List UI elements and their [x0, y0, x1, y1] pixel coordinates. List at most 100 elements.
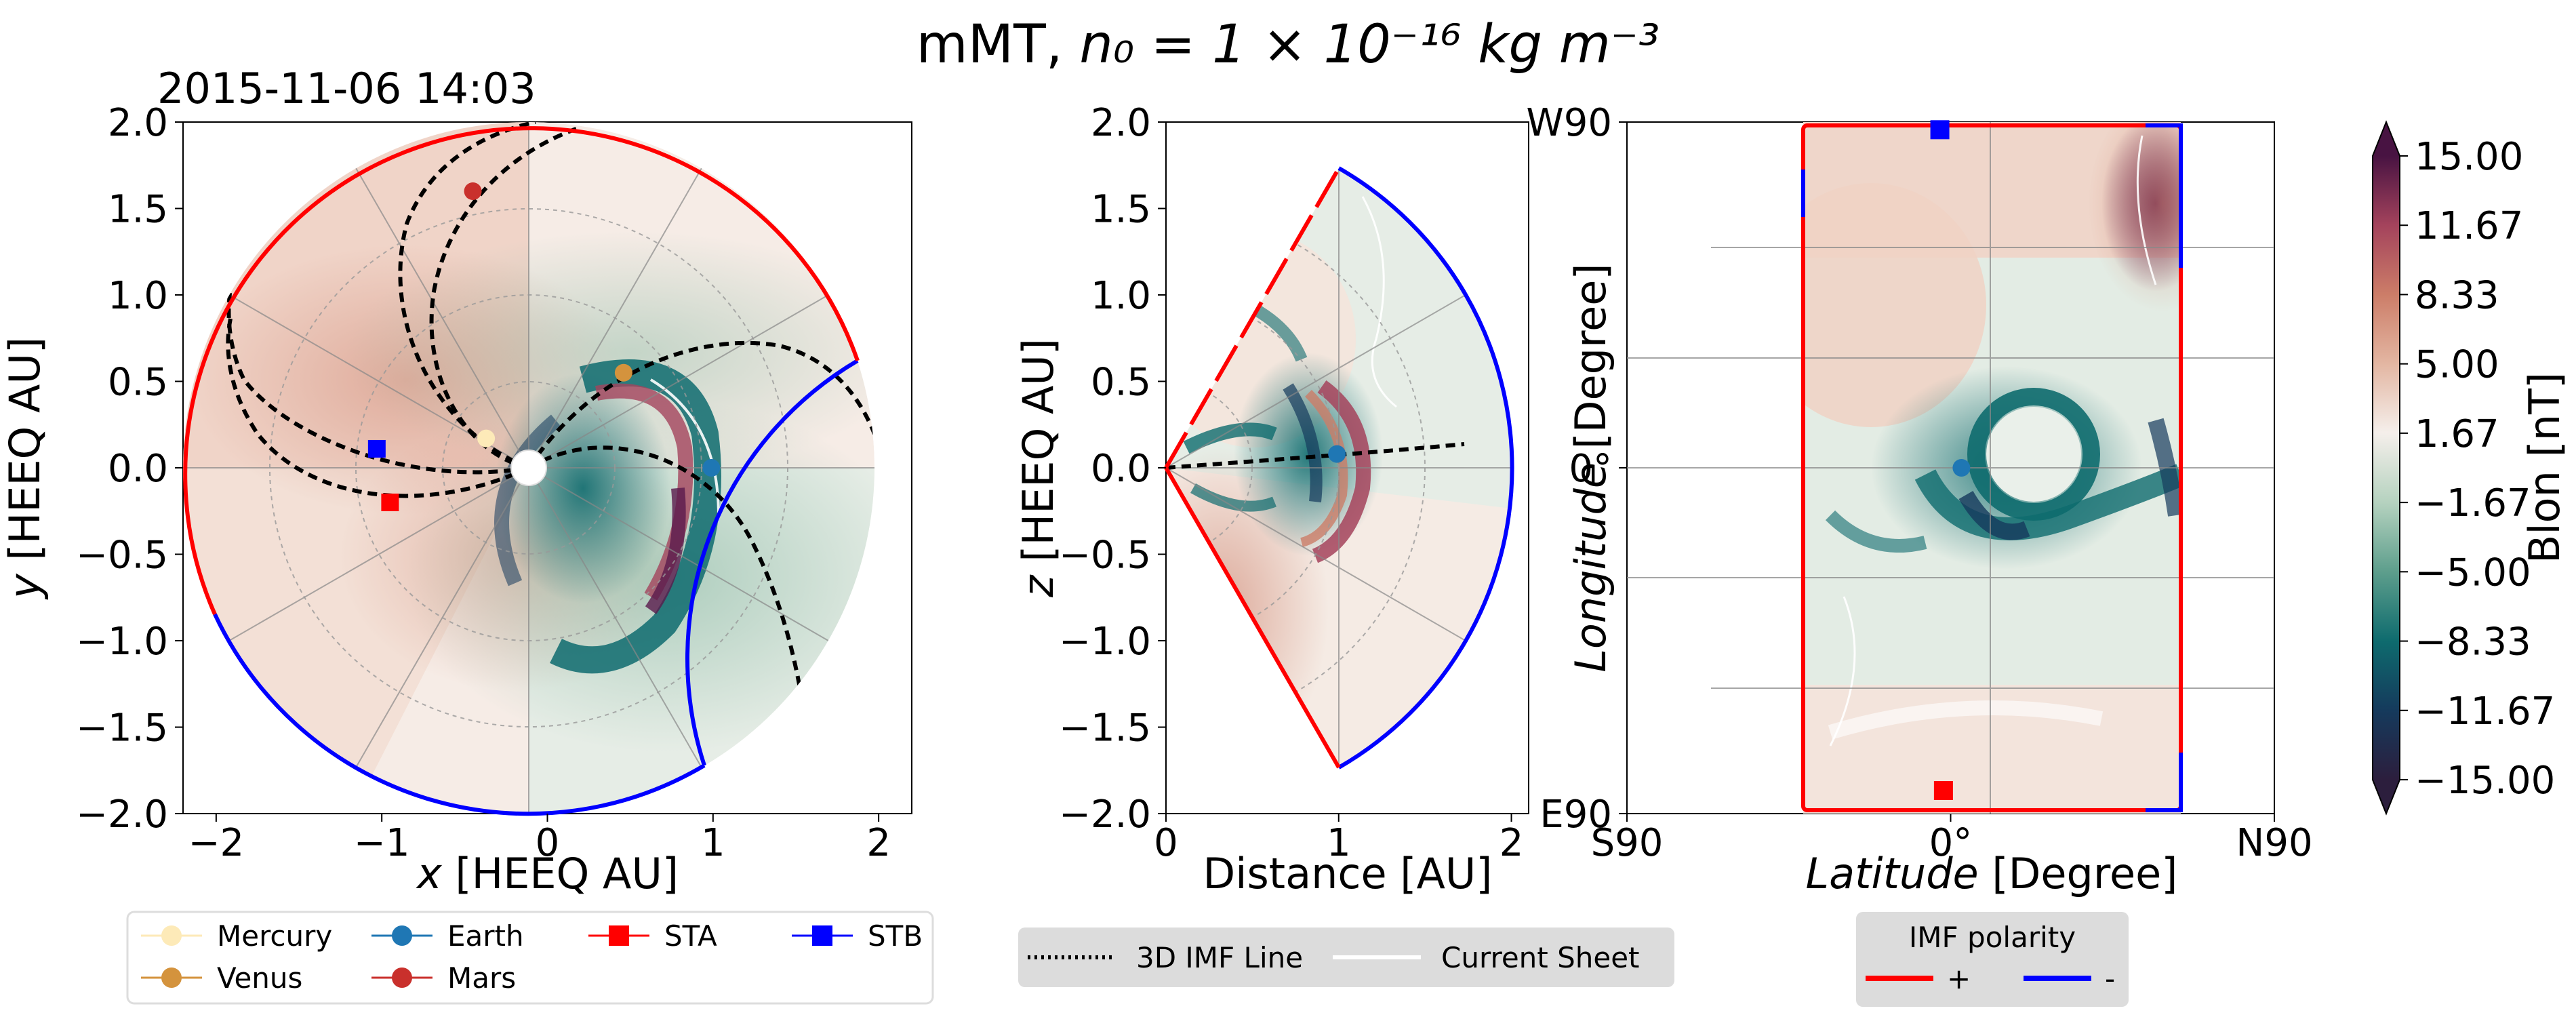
meridional-panel: 0 1 2 2.0 1.5 1.0 0.5 0.0 −0.5 −1.0 −1.5 −2.0 Dista…: [1013, 101, 1529, 898]
legend-earth-marker: [392, 925, 412, 946]
inner-boundary-negative-se: [2146, 753, 2183, 812]
meridional-ytick-label: 0.5: [1091, 361, 1151, 405]
equatorial-boundary-negative-lower: [213, 613, 706, 816]
legend-venus-marker: [161, 968, 182, 988]
meridional-xtick-label: 0: [1154, 821, 1178, 865]
marker-sta: [381, 494, 399, 511]
equatorial-ticks: −2 −1 0 1 2 2.0 1.5 1.0 0.5 0.0 −0.5 −1.0 −1.5 −2.0: [76, 101, 891, 865]
marker-earth: [702, 459, 721, 477]
equatorial-markers: [367, 182, 721, 511]
equatorial-ytick-label: −1.0: [76, 620, 168, 664]
equatorial-ytick-label: 1.5: [108, 188, 168, 232]
equatorial-xtick-label: −2: [188, 821, 245, 865]
equatorial-ytick-label: −1.5: [76, 706, 168, 751]
polarity-negative-label: -: [2105, 962, 2115, 995]
meridional-ytick-label: 2.0: [1091, 101, 1151, 145]
inner-boundary-positive-outline: [1801, 123, 2183, 812]
meridional-ytick-label: 1.0: [1091, 274, 1151, 318]
current-sheet-legend-label: Current Sheet: [1441, 941, 1640, 974]
colorbar-tick-label: −15.00: [2415, 759, 2555, 803]
marker-earth: [1328, 445, 1346, 463]
legend-stb-label: STB: [868, 919, 923, 953]
bodies-legend-box: [126, 911, 934, 1005]
marker-stb: [367, 439, 386, 458]
bodies-legend: Mercury Venus Earth Mars STA STB: [126, 911, 934, 1005]
marker-mercury: [477, 429, 496, 447]
equatorial-imf-lines: [226, 122, 874, 733]
inner-boundary-panel: S90 0° N90 W90 0° E90 Latitude [Degree] Longi…: [1526, 101, 2312, 898]
inner-boundary-xtick-label: N90: [2236, 821, 2312, 865]
meridional-ytick-label: 1.5: [1091, 188, 1151, 232]
inner-boundary-xlabel: Latitude [Degree]: [1806, 849, 2178, 898]
marker-sta: [1933, 781, 1953, 800]
equatorial-ytick-label: 0.0: [108, 447, 168, 491]
legend-mars-label: Mars: [447, 961, 516, 995]
equatorial-ylabel: y [HEEQ AU]: [0, 337, 49, 600]
legend-venus-label: Venus: [217, 961, 302, 995]
inner-boundary-ytick-label: E90: [1539, 793, 1612, 837]
inner-boundary-markers: [1930, 120, 1971, 800]
meridional-boundary-outer: [1337, 166, 1514, 770]
colorbar-gradient: [2373, 156, 2400, 780]
equatorial-ytick-label: 0.5: [108, 361, 168, 405]
legend-mercury-label: Mercury: [217, 919, 332, 953]
equatorial-xtick-label: 0: [536, 821, 560, 865]
meridional-xtick-label: 2: [1500, 821, 1524, 865]
marker-venus: [614, 363, 632, 382]
polarity-legend: IMF polarity + -: [1856, 912, 2129, 1007]
equatorial-ytick-label: 2.0: [108, 101, 168, 145]
equatorial-ytick-label: −0.5: [76, 534, 168, 578]
inner-boundary-ytick-label: 0°: [1569, 447, 1612, 491]
colorbar-tick-label: −8.33: [2415, 620, 2531, 664]
legend-mars-marker: [392, 968, 412, 988]
meridional-imf-line: [1166, 442, 1465, 470]
polarity-legend-box: [1856, 912, 2129, 1007]
colorbar-label: Blon [nT]: [2520, 372, 2569, 563]
equatorial-xlabel: x [HEEQ AU]: [416, 849, 679, 898]
equatorial-ytick-label: −2.0: [76, 793, 168, 837]
meridional-ytick-label: −1.5: [1059, 706, 1151, 751]
legend-sta-marker: [609, 925, 629, 946]
inner-boundary-ylabel: Longitude [Degree]: [1566, 263, 1615, 672]
equatorial-boundary-positive: [183, 126, 860, 616]
equatorial-xtick-label: −1: [354, 821, 410, 865]
inner-boundary-xtick-label: 0°: [1929, 821, 1973, 865]
marker-earth: [1952, 459, 1971, 477]
meridional-ytick-label: −1.0: [1059, 620, 1151, 664]
figure-title: mMT, n₀ = 1 × 10⁻¹⁶ kg m⁻³: [917, 14, 1659, 75]
colorbar-tick-label: 1.67: [2415, 412, 2499, 456]
meridional-ticks: 0 1 2 2.0 1.5 1.0 0.5 0.0 −0.5 −1.0 −1.5 −2.0: [1059, 101, 1523, 865]
colorbar-tick-label: −5.00: [2415, 551, 2531, 595]
sun-icon: [510, 450, 547, 486]
inner-boundary-negative-ne: [2146, 123, 2183, 268]
inner-boundary-ytick-label: W90: [1526, 101, 1612, 145]
marker-stb: [1930, 120, 1950, 140]
inner-boundary-ticks: S90 0° N90 W90 0° E90: [1526, 101, 2312, 865]
colorbar-tick-label: 15.00: [2415, 135, 2523, 179]
meridional-ytick-label: 0.0: [1091, 447, 1151, 491]
inner-boundary-field-map: [1803, 122, 2181, 814]
equatorial-field-map: [183, 122, 874, 814]
polarity-positive-label: +: [1947, 962, 1971, 995]
equatorial-boundary-negative: [685, 359, 859, 766]
legend-earth-label: Earth: [447, 919, 524, 953]
colorbar-ticks: 15.00 11.67 8.33 5.00 1.67 −1.67 −5.00 −8.33 −11…: [2400, 135, 2555, 803]
colorbar-tick-label: −11.67: [2415, 690, 2555, 734]
colorbar-tick-label: 11.67: [2415, 204, 2523, 248]
meridional-xtick-label: 1: [1327, 821, 1351, 865]
equatorial-xtick-label: 1: [701, 821, 725, 865]
imf-line-legend-label: 3D IMF Line: [1136, 941, 1303, 974]
meridional-ytick-label: −2.0: [1059, 793, 1151, 837]
equatorial-ytick-label: 1.0: [108, 274, 168, 318]
meridional-boundary-south: [1164, 466, 1341, 769]
meridional-ytick-label: −0.5: [1059, 534, 1151, 578]
inner-boundary-xtick-label: S90: [1591, 821, 1664, 865]
colorbar: 15.00 11.67 8.33 5.00 1.67 −1.67 −5.00 −8.33 −11…: [2372, 120, 2569, 816]
colorbar-max-extend: [2373, 122, 2400, 156]
timestamp-label: 2015-11-06 14:03: [157, 64, 536, 113]
colorbar-tick-label: 5.00: [2415, 343, 2499, 387]
equatorial-panel: −2 −1 0 1 2 2.0 1.5 1.0 0.5 0.0 −0.5 −1.0 −1.5 −2.0 x…: [0, 101, 912, 898]
polarity-legend-title: IMF polarity: [1909, 921, 2076, 954]
legend-mercury-marker: [161, 925, 182, 946]
